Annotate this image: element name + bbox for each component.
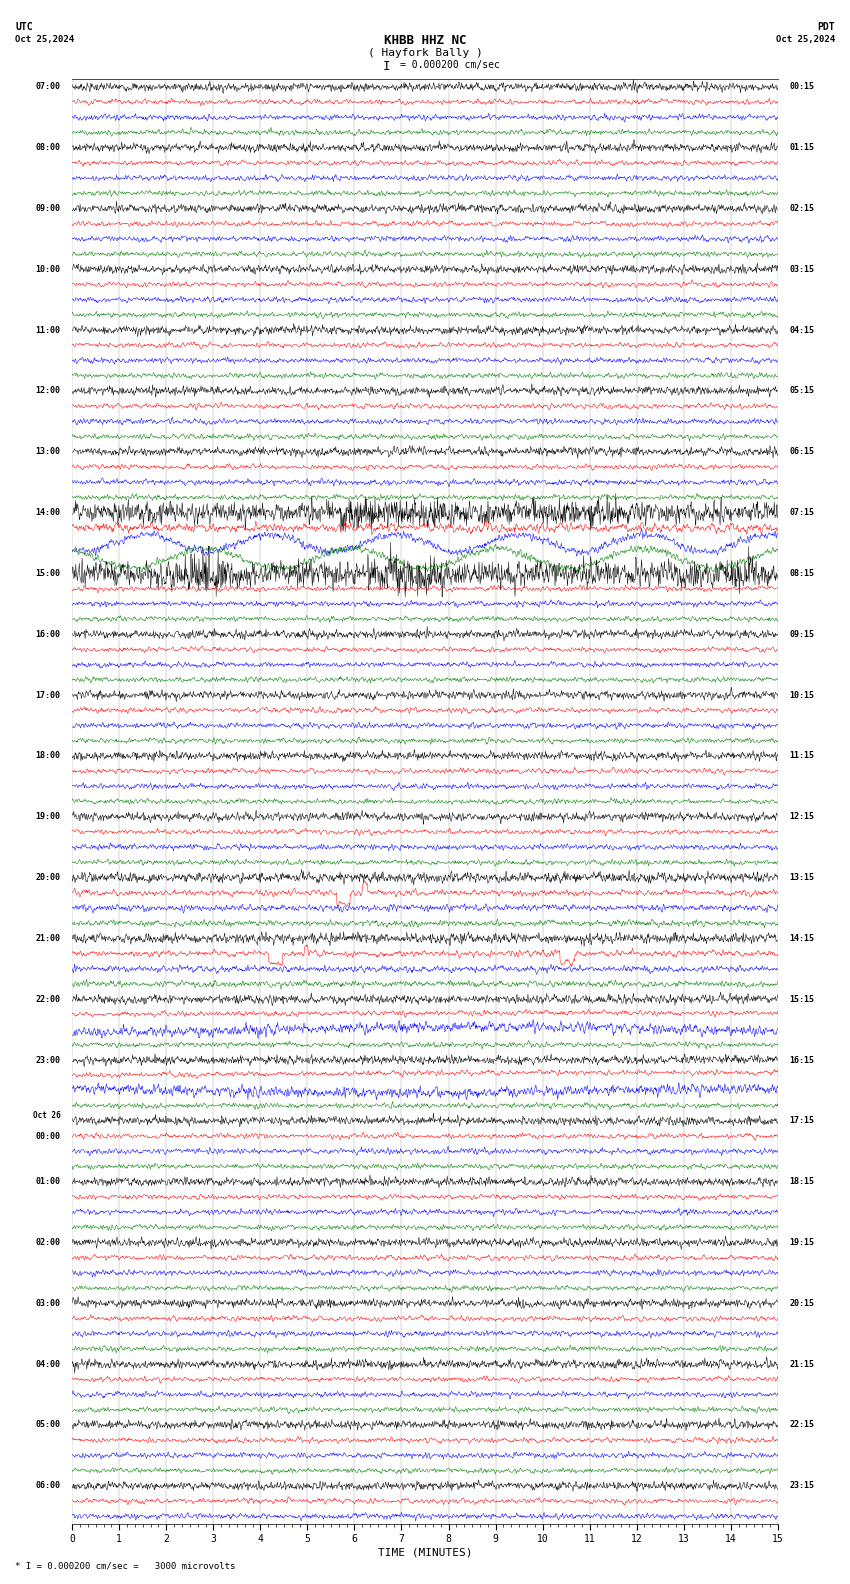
- Text: 17:15: 17:15: [790, 1117, 814, 1125]
- Text: KHBB HHZ NC: KHBB HHZ NC: [383, 33, 467, 48]
- Text: 02:15: 02:15: [790, 204, 814, 212]
- Text: 17:00: 17:00: [36, 691, 60, 700]
- Text: 07:00: 07:00: [36, 82, 60, 92]
- Text: 01:00: 01:00: [36, 1177, 60, 1186]
- Text: 15:00: 15:00: [36, 569, 60, 578]
- Text: = 0.000200 cm/sec: = 0.000200 cm/sec: [400, 60, 499, 70]
- Text: 05:00: 05:00: [36, 1421, 60, 1429]
- Text: 19:00: 19:00: [36, 813, 60, 821]
- Text: * I = 0.000200 cm/sec =   3000 microvolts: * I = 0.000200 cm/sec = 3000 microvolts: [15, 1562, 235, 1571]
- Text: 09:00: 09:00: [36, 204, 60, 212]
- Text: 05:15: 05:15: [790, 386, 814, 396]
- Text: 11:00: 11:00: [36, 326, 60, 334]
- Text: 10:00: 10:00: [36, 265, 60, 274]
- Text: PDT: PDT: [817, 22, 835, 32]
- Text: Oct 25,2024: Oct 25,2024: [775, 35, 835, 44]
- Text: 16:15: 16:15: [790, 1055, 814, 1064]
- Text: 01:15: 01:15: [790, 143, 814, 152]
- Text: 06:00: 06:00: [36, 1481, 60, 1491]
- Text: 14:15: 14:15: [790, 935, 814, 942]
- Text: 13:15: 13:15: [790, 873, 814, 882]
- X-axis label: TIME (MINUTES): TIME (MINUTES): [377, 1548, 473, 1557]
- Text: 22:00: 22:00: [36, 995, 60, 1004]
- Text: 21:15: 21:15: [790, 1359, 814, 1369]
- Text: 18:00: 18:00: [36, 751, 60, 760]
- Text: UTC: UTC: [15, 22, 33, 32]
- Text: 10:15: 10:15: [790, 691, 814, 700]
- Text: 20:00: 20:00: [36, 873, 60, 882]
- Text: 20:15: 20:15: [790, 1299, 814, 1308]
- Text: 18:15: 18:15: [790, 1177, 814, 1186]
- Text: 12:15: 12:15: [790, 813, 814, 821]
- Text: 19:15: 19:15: [790, 1239, 814, 1247]
- Text: 03:15: 03:15: [790, 265, 814, 274]
- Text: I: I: [383, 60, 390, 73]
- Text: 16:00: 16:00: [36, 630, 60, 638]
- Text: 11:15: 11:15: [790, 751, 814, 760]
- Text: Oct 26: Oct 26: [33, 1110, 60, 1120]
- Text: 21:00: 21:00: [36, 935, 60, 942]
- Text: Oct 25,2024: Oct 25,2024: [15, 35, 75, 44]
- Text: 04:00: 04:00: [36, 1359, 60, 1369]
- Text: 02:00: 02:00: [36, 1239, 60, 1247]
- Text: 04:15: 04:15: [790, 326, 814, 334]
- Text: 00:15: 00:15: [790, 82, 814, 92]
- Text: 07:15: 07:15: [790, 508, 814, 516]
- Text: 00:00: 00:00: [36, 1131, 60, 1140]
- Text: 12:00: 12:00: [36, 386, 60, 396]
- Text: 03:00: 03:00: [36, 1299, 60, 1308]
- Text: 22:15: 22:15: [790, 1421, 814, 1429]
- Text: 23:00: 23:00: [36, 1055, 60, 1064]
- Text: 14:00: 14:00: [36, 508, 60, 516]
- Text: 13:00: 13:00: [36, 447, 60, 456]
- Text: ( Hayfork Bally ): ( Hayfork Bally ): [367, 48, 483, 57]
- Text: 08:00: 08:00: [36, 143, 60, 152]
- Text: 15:15: 15:15: [790, 995, 814, 1004]
- Text: 06:15: 06:15: [790, 447, 814, 456]
- Text: 23:15: 23:15: [790, 1481, 814, 1491]
- Text: 08:15: 08:15: [790, 569, 814, 578]
- Text: 09:15: 09:15: [790, 630, 814, 638]
